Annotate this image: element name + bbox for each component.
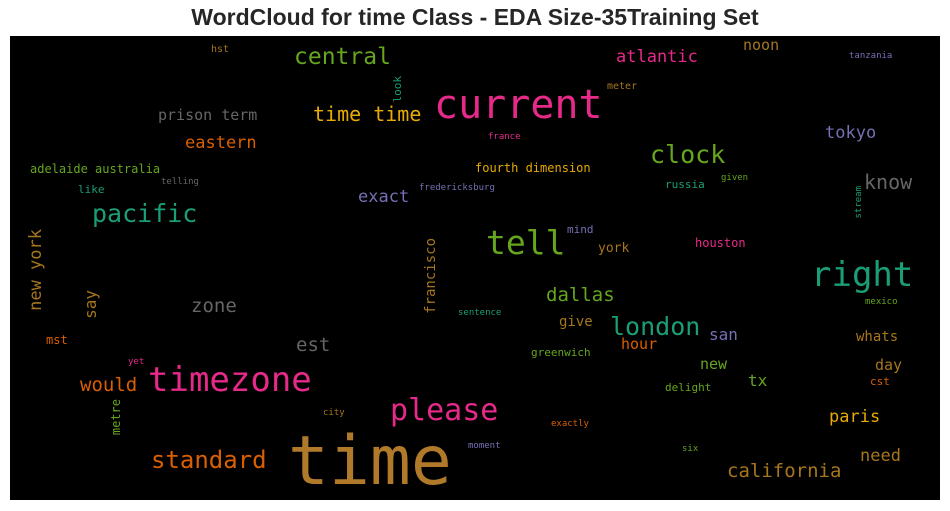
- word-city: city: [323, 408, 345, 418]
- word-san: san: [709, 325, 738, 344]
- word-mexico: mexico: [865, 297, 898, 307]
- word-yet: yet: [128, 357, 145, 367]
- word-pacific: pacific: [92, 199, 198, 228]
- word-say: say: [81, 290, 100, 319]
- word-london: london: [610, 312, 701, 341]
- word-right: right: [811, 255, 914, 295]
- word-prison-term: prison term: [158, 106, 258, 124]
- word-timezone: timezone: [148, 360, 312, 400]
- word-metre: metre: [109, 399, 123, 436]
- word-new-york: new york: [26, 229, 46, 311]
- word-know: know: [864, 170, 913, 194]
- word-look: look: [391, 76, 404, 103]
- word-give: give: [559, 314, 593, 330]
- word-dallas: dallas: [546, 284, 615, 306]
- word-est: est: [296, 334, 331, 356]
- word-standard: standard: [151, 446, 267, 474]
- word-would: would: [80, 374, 138, 396]
- word-greenwich: greenwich: [531, 346, 591, 359]
- word-like: like: [78, 183, 105, 196]
- word-tell: tell: [486, 223, 566, 262]
- word-houston: houston: [695, 236, 746, 250]
- word-california: california: [727, 460, 842, 482]
- word-delight: delight: [665, 381, 712, 394]
- word-sentence: sentence: [458, 308, 502, 318]
- word-mind: mind: [567, 223, 594, 236]
- word-francisco: francisco: [423, 238, 439, 314]
- word-cst: cst: [870, 375, 890, 388]
- word-given: given: [721, 173, 749, 183]
- word-time-time: time time: [313, 102, 422, 126]
- word-new: new: [700, 355, 728, 373]
- word-whats: whats: [856, 329, 899, 345]
- wordcloud-canvas: time current timezone right tell please pacifi…: [10, 36, 940, 500]
- word-please: please: [390, 393, 499, 428]
- word-need: need: [860, 446, 901, 466]
- word-current: current: [434, 82, 603, 128]
- word-time: time: [288, 422, 452, 500]
- word-exact: exact: [358, 187, 410, 207]
- word-mst: mst: [46, 333, 68, 347]
- word-noon: noon: [743, 36, 780, 54]
- word-tx: tx: [748, 371, 768, 390]
- word-clock: clock: [650, 140, 726, 169]
- word-york: york: [598, 241, 630, 256]
- word-atlantic: atlantic: [616, 47, 698, 67]
- word-eastern: eastern: [185, 133, 257, 153]
- chart-title: WordCloud for time Class - EDA Size-35Tr…: [191, 4, 759, 30]
- word-france: france: [488, 132, 521, 142]
- word-tanzania: tanzania: [849, 51, 893, 61]
- word-hour: hour: [621, 335, 658, 353]
- word-fourth-dimension: fourth dimension: [475, 161, 591, 175]
- word-adelaide-australia: adelaide australia: [30, 162, 161, 176]
- word-fredericksburg: fredericksburg: [419, 183, 495, 193]
- word-moment: moment: [468, 441, 501, 451]
- word-zone: zone: [191, 295, 237, 317]
- word-central: central: [294, 44, 391, 70]
- word-meter: meter: [607, 81, 638, 92]
- word-tokyo: tokyo: [825, 123, 877, 143]
- word-day: day: [875, 356, 903, 374]
- word-telling: telling: [161, 177, 199, 187]
- word-hst: hst: [211, 44, 230, 55]
- word-russia: russia: [665, 178, 705, 191]
- word-stream: stream: [854, 186, 864, 219]
- word-exactly: exactly: [551, 419, 589, 429]
- word-paris: paris: [829, 407, 881, 427]
- word-six: six: [682, 444, 699, 454]
